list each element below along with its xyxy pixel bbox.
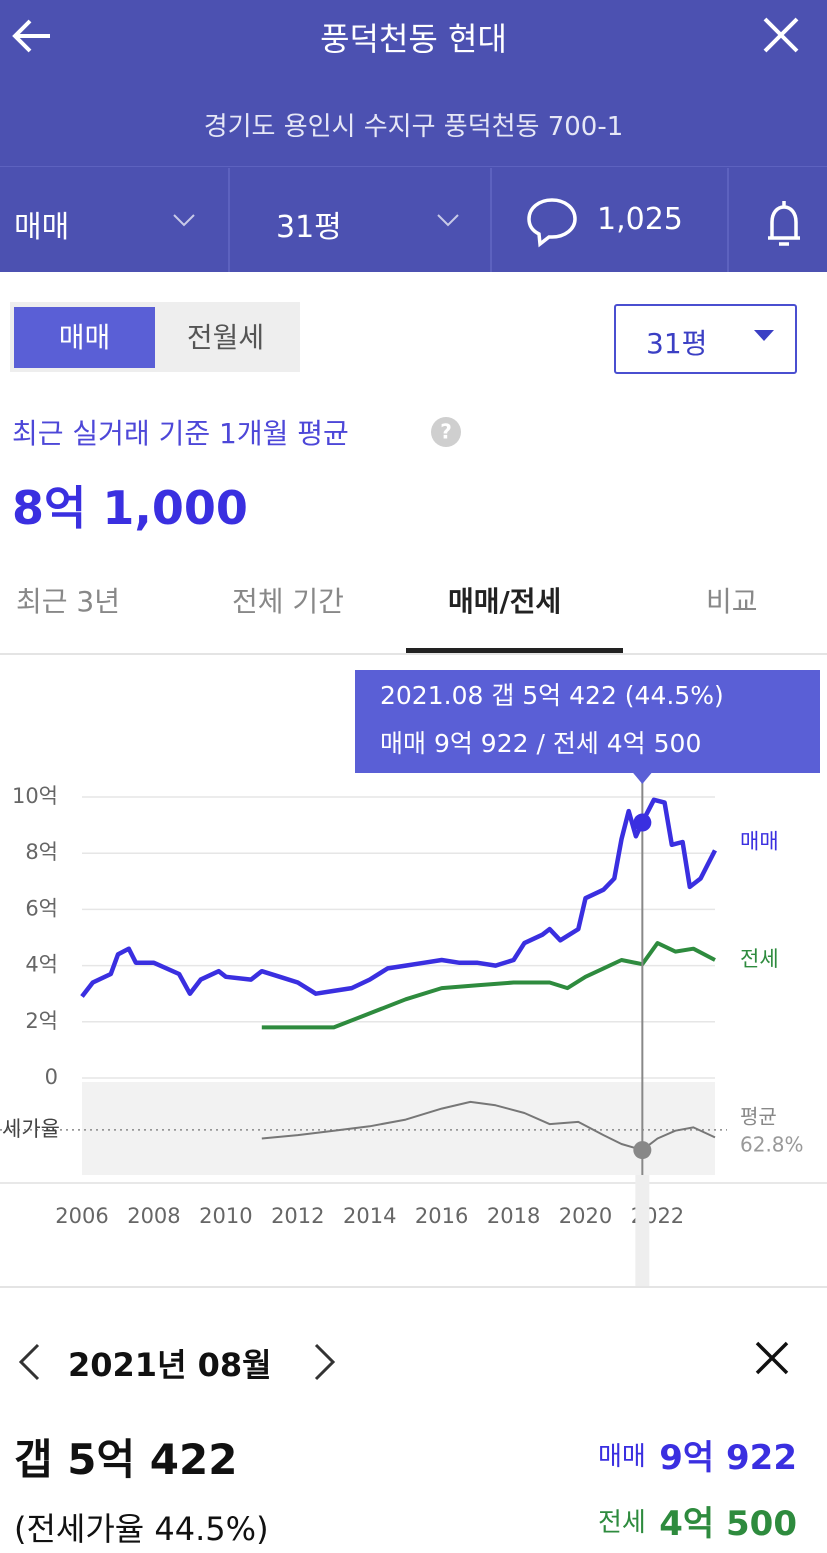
divider bbox=[490, 168, 492, 272]
y-tick-label: 4억 bbox=[25, 953, 58, 977]
x-tick-label: 2010 bbox=[199, 1204, 252, 1228]
ratio-line bbox=[261, 1100, 716, 1152]
x-tick-label: 2006 bbox=[55, 1204, 108, 1228]
tab-border bbox=[0, 653, 827, 655]
next-month[interactable] bbox=[312, 1342, 338, 1382]
tooltip-line: 매매 9억 922 / 전세 4억 500 bbox=[380, 729, 701, 758]
x-tick-label: 2018 bbox=[487, 1204, 540, 1228]
detail-month: 2021년 08월 bbox=[68, 1346, 272, 1384]
divider bbox=[0, 1286, 827, 1288]
tooltip-box bbox=[355, 670, 820, 773]
tab[interactable]: 비교 bbox=[706, 585, 758, 618]
tooltip-line: 2021.08 갭 5억 422 (44.5%) bbox=[380, 681, 724, 710]
tab[interactable]: 최근 3년 bbox=[16, 585, 120, 618]
comment-count: 1,025 bbox=[597, 202, 683, 237]
svg-text:?: ? bbox=[440, 420, 452, 444]
detail-jeonse-label: 전세 bbox=[598, 1508, 646, 1538]
bell-icon[interactable] bbox=[760, 198, 808, 250]
summary-price: 8억 1,000 bbox=[12, 481, 248, 535]
prev-month[interactable] bbox=[16, 1342, 42, 1382]
comment-icon[interactable] bbox=[526, 196, 578, 248]
tab-underline bbox=[406, 648, 623, 653]
series-label: 매매 bbox=[740, 829, 779, 853]
x-tick-label: 2020 bbox=[559, 1204, 612, 1228]
series-line bbox=[80, 797, 718, 998]
title: 풍덕천동 현대 bbox=[320, 20, 507, 58]
cursor-track bbox=[635, 1175, 650, 1288]
tab-active[interactable]: 매매/전세 bbox=[448, 585, 562, 618]
dropdown-arrow bbox=[754, 330, 774, 341]
x-tick-label: 2008 bbox=[127, 1204, 180, 1228]
y-tick-label: 8억 bbox=[25, 840, 58, 864]
detail-gap: 갭 5억 422 bbox=[14, 1435, 238, 1484]
detail-sale: 9억 922 bbox=[659, 1438, 797, 1478]
y-tick-label: 0 bbox=[45, 1065, 58, 1089]
x-tick-label: 2016 bbox=[415, 1204, 468, 1228]
size[interactable]: 31평 bbox=[276, 210, 342, 245]
detail-jeonse: 4억 500 bbox=[659, 1504, 797, 1544]
detail-close[interactable] bbox=[754, 1340, 790, 1376]
address: 경기도 용인시 수지구 풍덕천동 700-1 bbox=[203, 112, 624, 142]
series-label: 전세 bbox=[740, 947, 779, 971]
series-line bbox=[261, 941, 716, 1030]
back-button[interactable] bbox=[10, 14, 56, 58]
chevron bbox=[173, 214, 195, 227]
chart: 0 2억 4억 6억 8억 10억 2006 2008 2010 2012 2014 2016 2018… bbox=[0, 670, 827, 1288]
y-tick-label: 10억 bbox=[12, 784, 58, 808]
tooltip-pointer bbox=[632, 772, 653, 784]
detail-ratio: (전세가율 44.5%) bbox=[14, 1510, 269, 1548]
header: 풍덕천동 현대 경기도 용인시 수지구 풍덕천동 700-1 매매 31평 1,… bbox=[0, 0, 827, 272]
summary-label: 최근 실거래 기준 1개월 평균 bbox=[12, 417, 349, 450]
toggle-sale[interactable]: 매매 bbox=[14, 307, 155, 368]
x-tick-label: 2014 bbox=[343, 1204, 396, 1228]
chevron bbox=[437, 214, 459, 227]
divider bbox=[228, 168, 230, 272]
toggle-rent[interactable]: 전월세 bbox=[186, 321, 265, 354]
divider bbox=[727, 168, 729, 272]
trade-type[interactable]: 매매 bbox=[14, 210, 70, 245]
sale-marker bbox=[633, 813, 652, 832]
tab[interactable]: 전체 기간 bbox=[232, 585, 344, 618]
detail-sale-label: 매매 bbox=[598, 1442, 646, 1472]
size-select[interactable] bbox=[614, 304, 797, 374]
close-button[interactable] bbox=[762, 16, 800, 54]
average-label: 평균 bbox=[740, 1104, 777, 1128]
y-tick-label: 2억 bbox=[25, 1009, 58, 1033]
help-icon[interactable]: ? bbox=[430, 416, 462, 448]
x-tick-label: 2012 bbox=[271, 1204, 324, 1228]
average-value: 62.8% bbox=[740, 1132, 804, 1156]
y-tick-label: 6억 bbox=[25, 896, 58, 920]
size-select-label: 31평 bbox=[646, 327, 708, 360]
ratio-label: 세가율 bbox=[2, 1117, 60, 1141]
divider bbox=[0, 166, 827, 167]
ratio-marker bbox=[633, 1141, 652, 1160]
ratio-panel bbox=[82, 1082, 715, 1175]
